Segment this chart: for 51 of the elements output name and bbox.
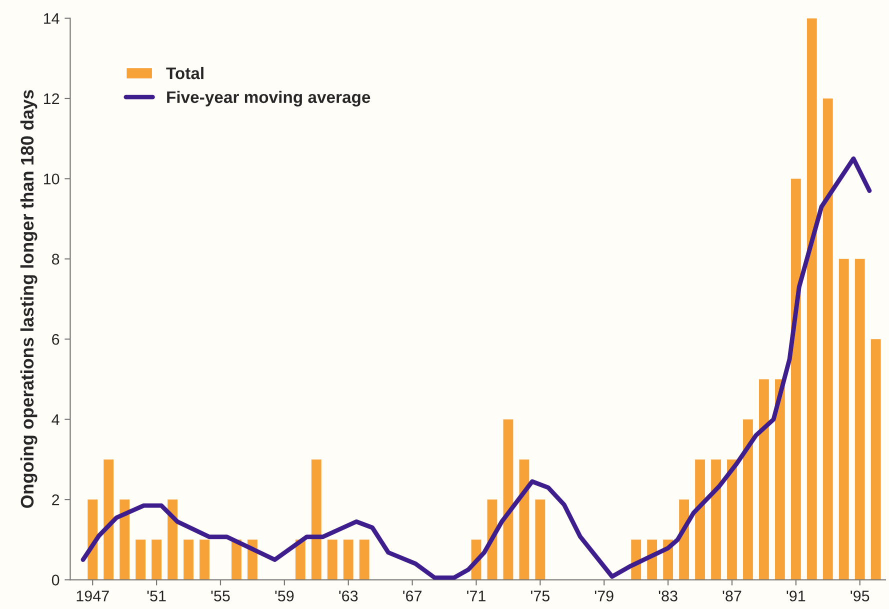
bar: [774, 379, 785, 580]
bar: [168, 500, 178, 580]
bar: [711, 459, 721, 580]
y-tick-label: 10: [44, 174, 60, 184]
bar: [519, 459, 530, 580]
x-tick-label: '79: [594, 590, 614, 602]
bar: [327, 540, 338, 580]
bar: [759, 379, 769, 580]
x-tick-label: '67: [403, 590, 422, 602]
bar: [104, 459, 114, 580]
bar: [136, 540, 146, 580]
bar: [152, 540, 162, 580]
line-series: [80, 156, 872, 580]
bar: [359, 540, 370, 580]
bar: [120, 500, 130, 580]
legend-label: Five-year moving average: [167, 90, 370, 106]
bar: [503, 419, 514, 580]
y-tick-label: 14: [44, 13, 60, 24]
bar: [806, 18, 817, 580]
y-tick-label: 2: [52, 494, 60, 506]
bar: [743, 419, 753, 580]
bar: [822, 98, 833, 580]
bar: [870, 339, 881, 580]
bar: [184, 540, 194, 580]
x-tick-label: '87: [722, 590, 742, 602]
x-tick-label: '51: [147, 590, 166, 602]
y-tick-label: 0: [52, 574, 60, 586]
x-tick-label: '71: [467, 590, 486, 602]
x-tick-label: '59: [275, 590, 294, 602]
x-tick-label: 1947: [76, 590, 109, 602]
bar: [854, 258, 865, 580]
y-axis-title: Ongoing operations lasting longer than 180 days: [20, 90, 38, 508]
bar: [311, 459, 322, 580]
x-tick-label: '95: [850, 590, 870, 602]
bar: [790, 178, 801, 580]
bar: [200, 540, 210, 580]
x-tick-label: '83: [658, 590, 678, 602]
legend-label: Total: [166, 66, 204, 80]
x-tick-label: '63: [339, 590, 358, 602]
y-tick-label: 4: [52, 414, 60, 425]
y-tick-label: 8: [52, 254, 60, 265]
x-tick-label: '75: [531, 590, 550, 602]
y-tick-label: 6: [52, 334, 60, 345]
x-tick-label: '91: [786, 590, 806, 602]
bar: [535, 500, 546, 580]
bar: [695, 459, 705, 580]
y-tick-label: 12: [44, 93, 60, 104]
x-tick-label: '55: [211, 590, 230, 602]
bar: [727, 459, 737, 580]
bar: [343, 540, 354, 580]
bar: [838, 258, 849, 580]
